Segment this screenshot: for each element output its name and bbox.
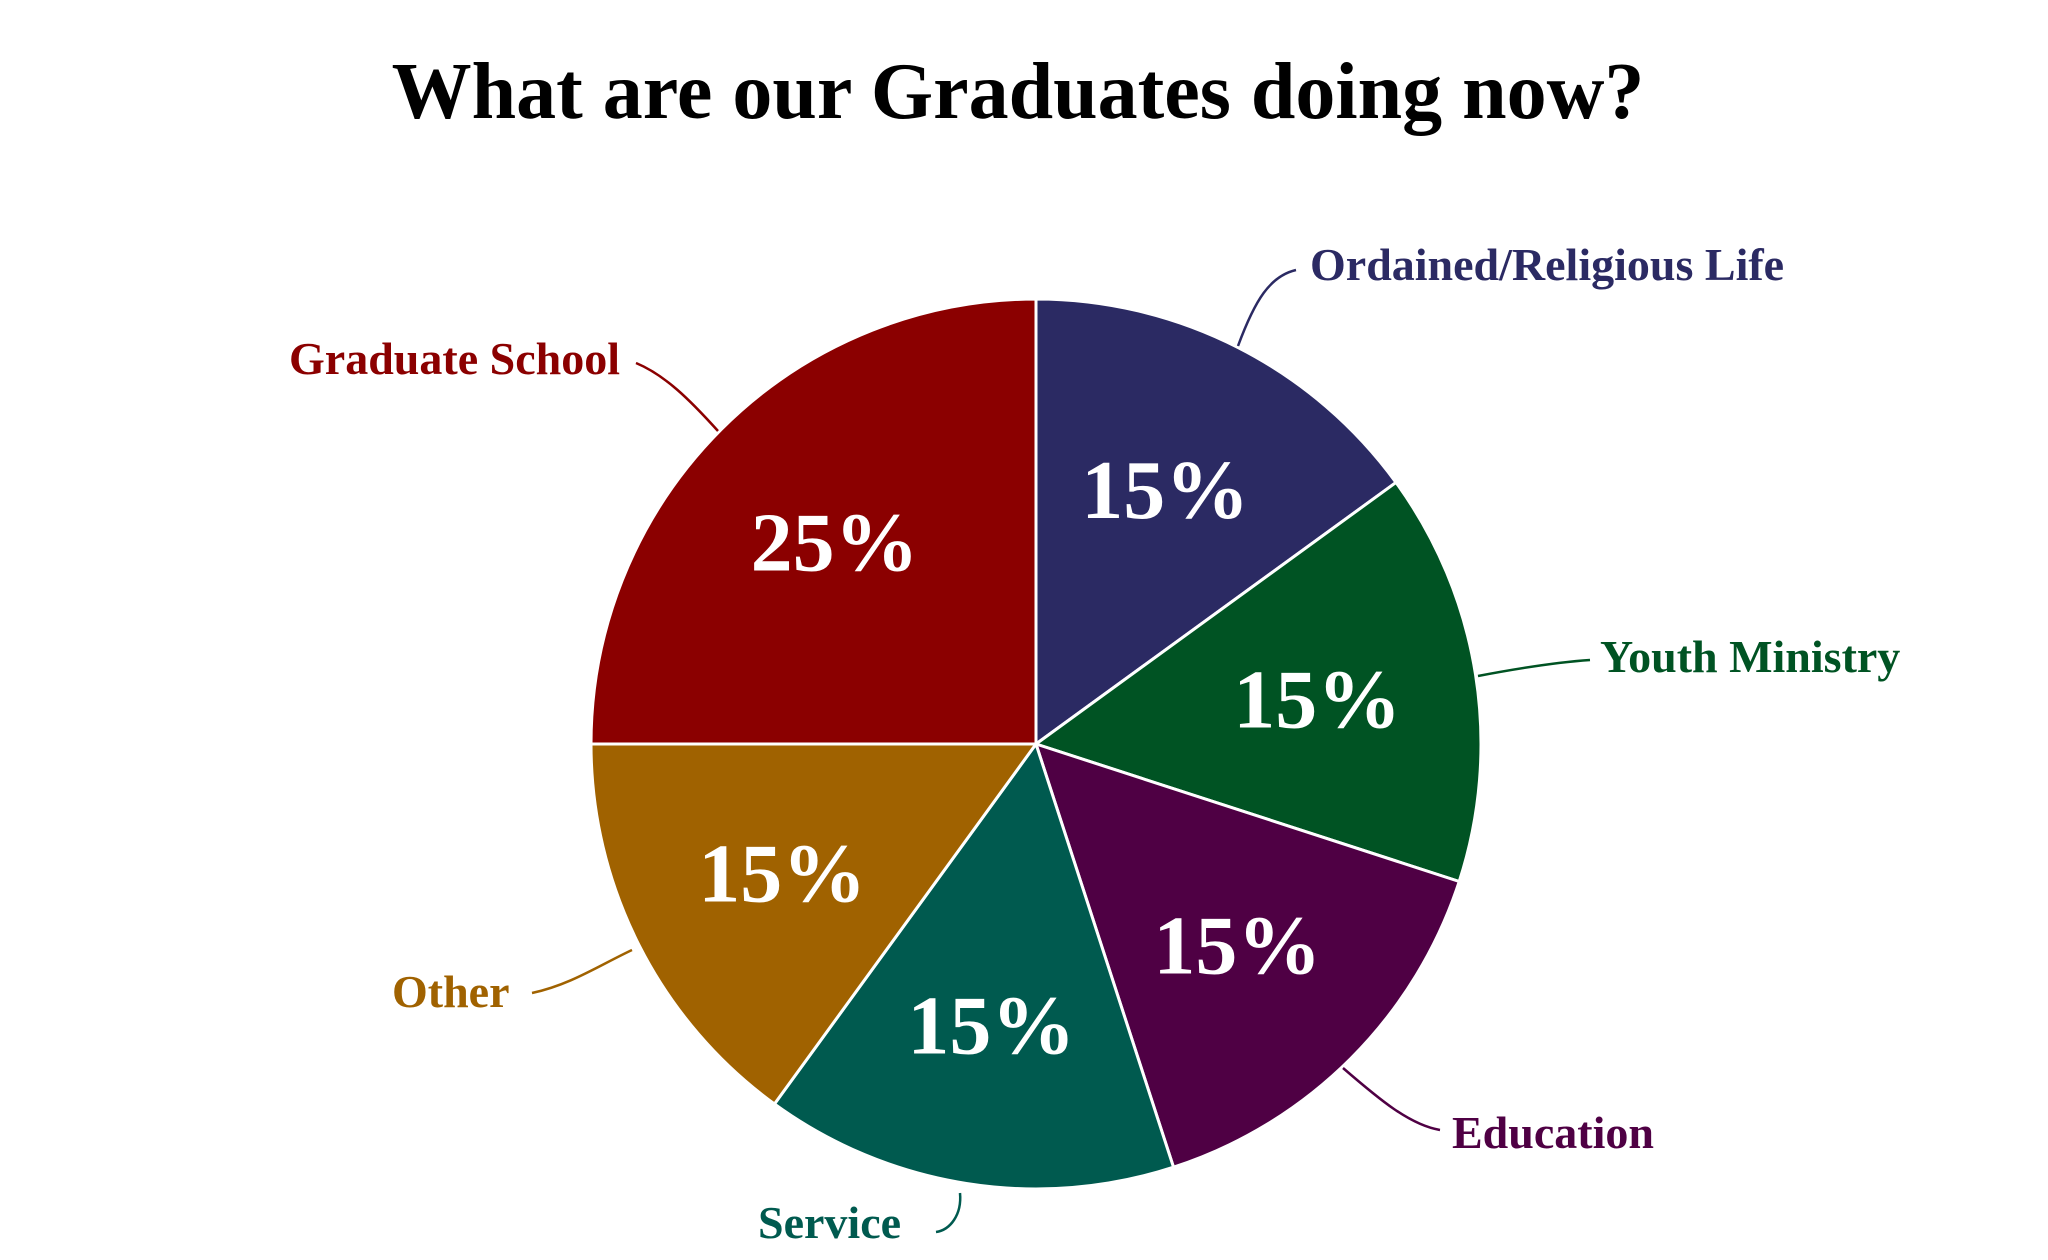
percent-label: 15%: [1153, 899, 1321, 992]
pie-slice-service: [772, 742, 1176, 1191]
percent-label: 15%: [1081, 444, 1249, 537]
percent-labels: 15% 15% 15% 15% 15% 25%: [698, 444, 1401, 1072]
category-label-service: Service: [758, 1197, 901, 1248]
category-label-education: Education: [1452, 1107, 1654, 1158]
category-labels: Ordained/Religious Life Youth Ministry Edu…: [289, 239, 1900, 1248]
leader-line: [531, 948, 633, 995]
leader-lines: [531, 268, 1591, 1234]
pie-slice-ordained-religious-life: [1034, 297, 1398, 746]
pie-slice-other: [589, 742, 1038, 1106]
leader-line: [935, 1192, 962, 1234]
category-label-graduate-school: Graduate School: [289, 333, 620, 384]
pie-slices: [589, 297, 1483, 1191]
pie-slice-youth-ministry: [1034, 480, 1483, 884]
category-label-other: Other: [392, 966, 510, 1017]
percent-label: 15%: [1233, 653, 1401, 746]
percent-label: 25%: [751, 497, 919, 590]
category-label-youth-ministry: Youth Ministry: [1600, 631, 1900, 682]
leader-line: [1477, 658, 1591, 678]
category-label-ordained-religious-life: Ordained/Religious Life: [1310, 239, 1784, 290]
leader-line: [1342, 1067, 1441, 1132]
leader-line: [635, 361, 719, 432]
pie-slice-graduate-school: [589, 297, 1038, 746]
chart-title: What are our Graduates doing now?: [392, 48, 1645, 136]
leader-line: [1236, 268, 1297, 347]
percent-label: 15%: [907, 979, 1075, 1072]
percent-label: 15%: [698, 827, 866, 920]
pie-slice-education: [1034, 742, 1461, 1169]
